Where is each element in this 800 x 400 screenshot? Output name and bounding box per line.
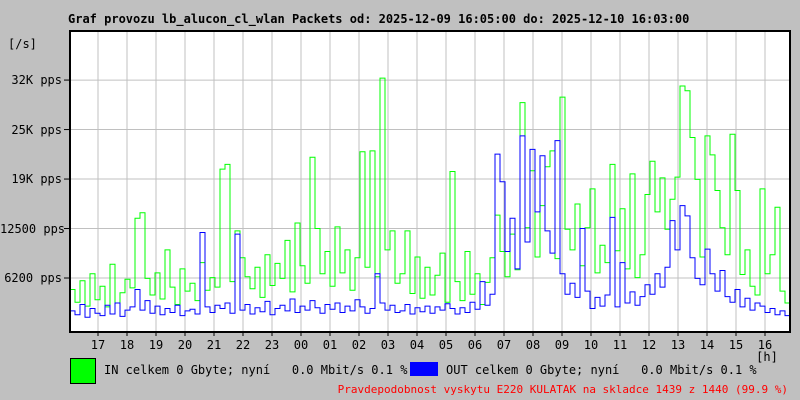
legend-in-label: IN celkem 0 Gbyte; nyní 0.0 Mbit/s 0.1 % — [104, 363, 408, 377]
x-hour-label: 03 — [380, 338, 396, 352]
x-axis-unit-label: [h] — [756, 350, 778, 364]
x-hour-label: 13 — [670, 338, 686, 352]
x-hour-label: 01 — [322, 338, 338, 352]
x-hour-label: 22 — [235, 338, 251, 352]
x-hour-label: 12 — [641, 338, 657, 352]
x-hour-label: 14 — [699, 338, 715, 352]
availability-warning-text: Pravdepodobnost vyskytu E220 KULATAK na … — [337, 383, 788, 396]
graph-title: Graf provozu lb_alucon_cl_wlan Packets o… — [68, 12, 690, 26]
x-hour-label: 18 — [119, 338, 135, 352]
legend-in-swatch — [70, 358, 96, 384]
out-series-line — [70, 135, 791, 318]
x-hour-label: 05 — [438, 338, 454, 352]
x-hour-label: 07 — [496, 338, 512, 352]
plot-border — [69, 30, 791, 333]
x-hour-label: 08 — [525, 338, 541, 352]
y-tick-label: 25K pps — [11, 122, 62, 137]
y-tick-label: 32K pps — [11, 73, 62, 88]
x-hour-label: 06 — [467, 338, 483, 352]
x-hour-label: 04 — [409, 338, 425, 352]
traffic-graph — [64, 30, 791, 336]
x-hour-label: 16 — [757, 338, 773, 352]
x-hour-label: 15 — [728, 338, 744, 352]
legend-out-label: OUT celkem 0 Gbyte; nyní 0.0 Mbit/s 0.1 … — [446, 363, 757, 377]
x-hour-label: 00 — [293, 338, 309, 352]
y-tick-label: 19K pps — [11, 172, 62, 187]
x-hour-label: 02 — [351, 338, 367, 352]
legend-out-swatch — [410, 362, 438, 376]
x-hour-label: 10 — [583, 338, 599, 352]
y-tick-label: 12500 pps — [0, 221, 66, 236]
y-tick-label: 6200 pps — [4, 271, 62, 285]
in-series-line — [70, 77, 791, 308]
x-hour-label: 23 — [264, 338, 280, 352]
x-hour-label: 21 — [206, 338, 222, 352]
x-hour-label: 09 — [554, 338, 570, 352]
x-hour-label: 20 — [177, 338, 193, 352]
y-axis-unit-label: [/s] — [8, 37, 37, 51]
x-hour-label: 17 — [90, 338, 106, 352]
x-hour-label: 19 — [148, 338, 164, 352]
x-hour-label: 11 — [612, 338, 628, 352]
